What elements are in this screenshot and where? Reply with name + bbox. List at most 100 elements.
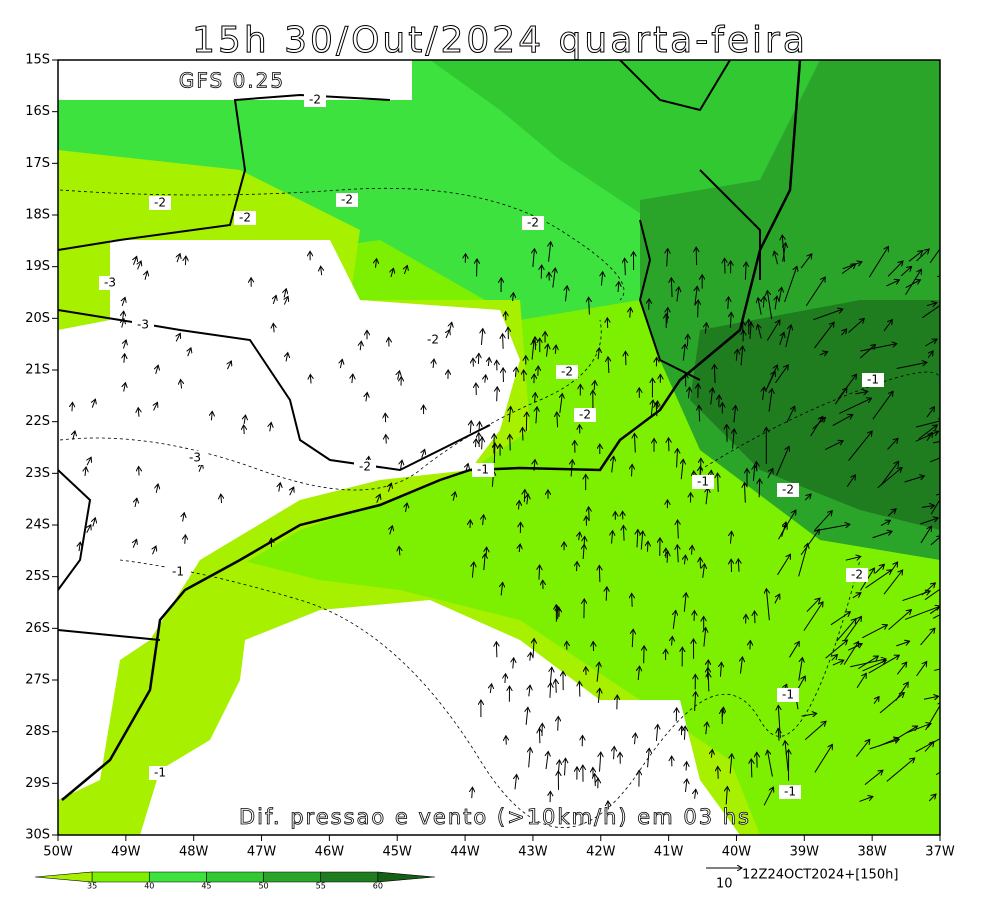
- contour-label: -2: [341, 193, 353, 207]
- wind-arrow: [185, 535, 186, 544]
- lon-label: 50W: [43, 845, 73, 860]
- lon-label: 45W: [383, 845, 413, 860]
- wind-arrow: [486, 547, 487, 556]
- lon-label: 47W: [247, 845, 277, 860]
- wind-arrow: [698, 300, 699, 317]
- wind-arrow: [623, 525, 624, 540]
- contour-label: -1: [782, 688, 794, 702]
- wind-arrow: [472, 787, 473, 798]
- lat-label: 29S: [25, 776, 50, 791]
- colorbar-label: 50: [258, 882, 268, 891]
- colorbar-segment: [206, 872, 263, 882]
- wind-arrow: [539, 728, 540, 743]
- contour-label: -3: [104, 276, 116, 290]
- wind-arrow: [692, 545, 693, 554]
- wind-arrow: [244, 425, 245, 434]
- lat-label: 25S: [25, 569, 50, 584]
- wind-arrow: [718, 473, 719, 492]
- lat-label: 26S: [25, 621, 50, 636]
- wind-arrow: [386, 435, 387, 444]
- map-fill: [58, 60, 940, 835]
- wind-arrow: [524, 490, 525, 502]
- caption: Dif. pressao e vento (>10km/h) em 03 hs: [239, 805, 751, 829]
- contour-label: -3: [189, 451, 201, 465]
- wind-arrow: [503, 334, 504, 349]
- contour-label: -1: [784, 785, 796, 799]
- colorbar-label: 40: [144, 882, 154, 891]
- colorbar-label: 35: [87, 882, 97, 891]
- vector-scale: 10: [716, 877, 733, 892]
- title: 15h 30/Out/2024 quarta-feira: [192, 20, 808, 61]
- lat-label: 18S: [25, 208, 50, 223]
- wind-arrow: [750, 641, 751, 650]
- contour-label: -2: [579, 408, 591, 422]
- lon-label: 37W: [925, 845, 955, 860]
- wind-arrow: [625, 351, 626, 365]
- lon-label: 39W: [790, 845, 820, 860]
- wind-arrow: [759, 479, 760, 497]
- wind-arrow: [556, 679, 557, 693]
- wind-arrow: [475, 439, 476, 447]
- lon-label: 38W: [857, 845, 887, 860]
- contour-label: -2: [782, 483, 794, 497]
- contour-label: -3: [137, 318, 149, 332]
- contour-label: -2: [309, 93, 321, 107]
- lat-label: 17S: [25, 156, 50, 171]
- contour-label: -1: [867, 373, 879, 387]
- wind-arrow: [589, 507, 590, 521]
- wind-arrow: [482, 437, 483, 449]
- wind-arrow: [632, 593, 633, 606]
- colorbar-segment: [264, 872, 321, 882]
- colorbar-segment: [92, 872, 149, 882]
- lon-label: 42W: [586, 845, 616, 860]
- colorbar-segment: [378, 872, 435, 882]
- contour-label: -2: [561, 365, 573, 379]
- wind-arrow: [647, 541, 648, 551]
- contour-label: -2: [359, 460, 371, 474]
- lat-label: 23S: [25, 466, 50, 481]
- wind-arrow: [497, 387, 498, 401]
- lon-label: 44W: [450, 845, 480, 860]
- contour-label: -2: [239, 211, 251, 225]
- wind-arrow: [939, 368, 955, 381]
- contour-label: -1: [477, 463, 489, 477]
- lat-label: 24S: [25, 518, 50, 533]
- wind-arrow: [479, 422, 480, 431]
- run-label: 12Z24OCT2024+[150h]: [742, 868, 898, 883]
- lon-label: 49W: [111, 845, 141, 860]
- lon-label: 48W: [179, 845, 209, 860]
- lat-label: 22S: [25, 414, 50, 429]
- lon-label: 41W: [654, 845, 684, 860]
- colorbar-label: 55: [316, 882, 326, 891]
- colorbar-segment: [35, 872, 92, 882]
- wind-arrow: [496, 642, 497, 658]
- lon-label: 40W: [722, 845, 752, 860]
- wind-arrow: [185, 256, 186, 265]
- contour-label: -2: [851, 568, 863, 582]
- lat-label: 20S: [25, 311, 50, 326]
- contour-label: -2: [154, 196, 166, 210]
- wind-arrow: [738, 559, 739, 572]
- lat-label: 15S: [25, 53, 50, 68]
- wind-arrow: [751, 759, 752, 777]
- wind-arrow: [632, 464, 633, 476]
- colorbar-segment: [321, 872, 378, 882]
- contour-label: -2: [527, 216, 539, 230]
- lon-label: 46W: [315, 845, 345, 860]
- contour-label: -2: [427, 333, 439, 347]
- colorbar-label: 60: [373, 882, 383, 891]
- lat-label: 27S: [25, 673, 50, 688]
- wind-arrow: [599, 565, 600, 581]
- colorbar-segment: [149, 872, 206, 882]
- wind-arrow: [558, 717, 559, 731]
- contour-label: -1: [172, 565, 184, 579]
- lat-label: 30S: [25, 828, 50, 843]
- wind-arrow: [577, 562, 578, 571]
- wind-arrow: [72, 402, 73, 411]
- wind-arrow: [606, 587, 607, 601]
- lat-label: 21S: [25, 363, 50, 378]
- wind-arrow: [727, 424, 728, 441]
- lat-label: 16S: [25, 104, 50, 119]
